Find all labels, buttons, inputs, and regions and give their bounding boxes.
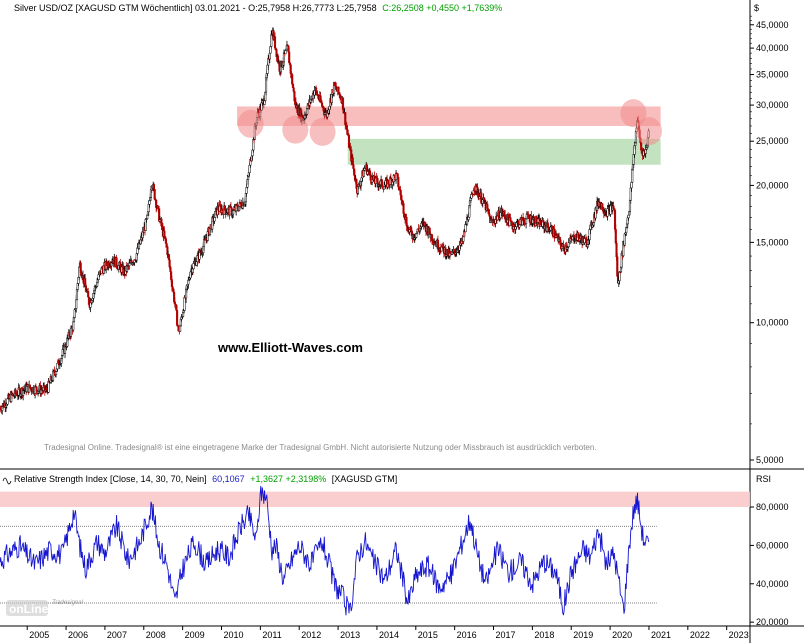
zone-support	[347, 138, 661, 165]
candle-body	[627, 214, 630, 219]
candle-body	[176, 310, 179, 326]
year-tick-label: 2014	[379, 630, 399, 640]
rsi-panel	[0, 485, 750, 616]
rsi-line	[0, 485, 650, 616]
candle-body	[87, 291, 90, 298]
price-y-axis: 5,0000 10,0000 15,0000 20,0000 25,0000 30,000…	[750, 15, 789, 465]
rsi-symbol: [XAGUSD GTM]	[332, 474, 398, 484]
svg-text:Relative Strength Index [Close: Relative Strength Index [Close, 14, 30, …	[14, 474, 397, 484]
watermark-site: www.Elliott-Waves.com	[217, 340, 363, 355]
candle-body	[368, 170, 371, 176]
candle-body	[616, 256, 619, 277]
candle-body	[168, 259, 171, 268]
year-tick-label: 2019	[573, 630, 593, 640]
candle-body	[75, 299, 78, 309]
candle-body	[268, 52, 271, 60]
svg-text:Tradesignal: Tradesignal	[52, 600, 84, 606]
candle-body	[337, 86, 340, 94]
candle-body	[213, 217, 216, 222]
highlight-circle	[309, 117, 336, 146]
year-tick-label: 2010	[224, 630, 244, 640]
rsi-tick-label: 40,0000	[756, 579, 789, 589]
candle-body	[173, 301, 176, 305]
year-tick-label: 2011	[262, 630, 281, 640]
year-tick-label: 2020	[612, 630, 632, 640]
candle-body	[464, 223, 467, 233]
year-tick-label: 2013	[340, 630, 360, 640]
candle-body	[54, 371, 58, 376]
year-tick-label: 2007	[107, 630, 127, 640]
rsi-value: 60,1067	[212, 474, 245, 484]
rsi-tick-label: 80,0000	[756, 502, 789, 512]
highlight-circle	[635, 117, 662, 146]
year-tick-label: 2018	[534, 630, 554, 640]
candle-body	[35, 386, 38, 391]
candle-body	[453, 249, 456, 253]
candle-body	[270, 34, 273, 47]
candle-body	[72, 321, 75, 331]
svg-text:Silver USD/OZ [XAGUSD GTM Wöc: Silver USD/OZ [XAGUSD GTM Wöchentlich] 0…	[14, 3, 502, 13]
svg-text:onLine: onLine	[9, 602, 49, 616]
candle-body	[152, 184, 155, 190]
candle-body	[442, 243, 445, 248]
year-tick-label: 2023	[729, 630, 749, 640]
copyright-notice: Tradesignal Online. Tradesignal® ist ein…	[44, 443, 597, 452]
time-x-axis: 2005 2006 2007 2008 2009 2010 2011 2012 2013 2014…	[26, 626, 749, 640]
rsi-overbought-zone	[0, 491, 750, 508]
rsi-change: +1,3627 +2,3198%	[250, 474, 326, 484]
candle-body	[567, 242, 570, 248]
tradesignal-logo: onLine Tradesignal	[6, 600, 84, 616]
price-tick-label: 45,0000	[756, 20, 789, 30]
price-tick-label: 10,0000	[756, 318, 789, 328]
candle-body	[223, 205, 226, 211]
highlight-circle	[620, 99, 647, 128]
year-tick-label: 2016	[457, 630, 477, 640]
candle-body	[383, 186, 386, 190]
currency-label: $	[754, 3, 759, 13]
candle-body	[403, 213, 406, 218]
year-tick-label: 2009	[185, 630, 205, 640]
candle-body	[352, 164, 355, 170]
price-tick-label: 30,0000	[756, 100, 789, 110]
close-change: C:26,2508 +0,4550 +1,7639%	[382, 3, 502, 13]
price-tick-label: 35,0000	[756, 70, 789, 80]
candle-body	[292, 87, 295, 92]
rsi-tick-label: 20,0000	[756, 617, 789, 627]
price-tick-label: 25,0000	[756, 136, 789, 146]
rsi-label: Relative Strength Index [Close, 14, 30, …	[14, 474, 207, 484]
candle-body	[467, 216, 470, 220]
price-tick-label: 15,0000	[756, 237, 789, 247]
year-tick-label: 2017	[496, 630, 516, 640]
price-tick-label: 40,0000	[756, 43, 789, 53]
candle-body	[153, 189, 156, 200]
candle-body	[273, 36, 277, 49]
rsi-axis-title: RSI	[756, 474, 771, 484]
candles	[0, 27, 650, 415]
highlight-circle	[282, 115, 309, 144]
candle-body	[163, 230, 166, 237]
candle-body	[115, 257, 118, 267]
year-tick-label: 2008	[146, 630, 166, 640]
candle-body	[631, 168, 634, 183]
year-tick-label: 2012	[301, 630, 321, 640]
candle-body	[288, 51, 291, 64]
year-tick-label: 2021	[651, 630, 671, 640]
candle-body	[488, 213, 491, 217]
candle-body	[28, 384, 31, 389]
year-tick-label: 2022	[690, 630, 710, 640]
instrument-header: Silver USD/OZ [XAGUSD GTM Wöchentlich] 0…	[14, 3, 377, 13]
year-tick-label: 2015	[418, 630, 438, 640]
year-tick-label: 2006	[68, 630, 88, 640]
year-tick-label: 2005	[29, 630, 49, 640]
candle-body	[341, 97, 345, 111]
indicator-icon	[2, 477, 12, 485]
rsi-y-axis: 20,0000 40,0000 60,0000 80,0000	[750, 502, 789, 627]
price-tick-label: 20,0000	[756, 180, 789, 190]
candle-body	[192, 263, 195, 270]
highlight-circle	[237, 109, 264, 138]
price-tick-label: 5,0000	[756, 455, 784, 465]
rsi-tick-label: 60,0000	[756, 540, 789, 550]
